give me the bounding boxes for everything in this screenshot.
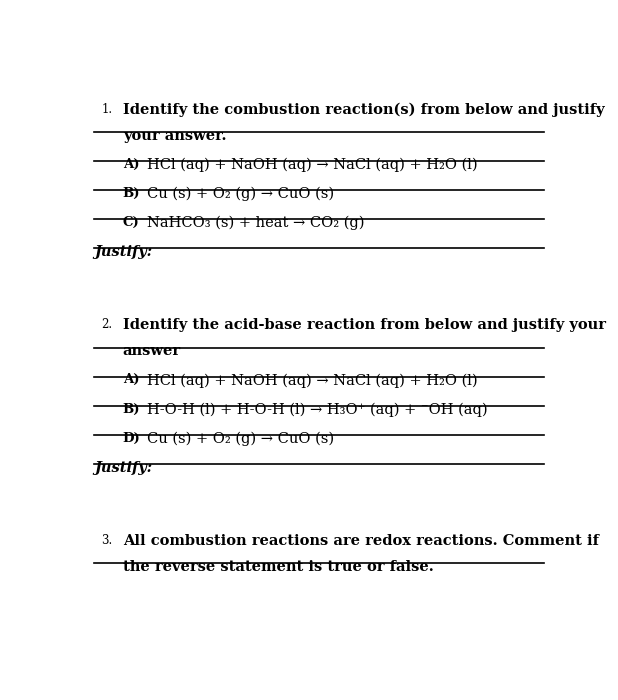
- Text: H-O-H (l) + H-O-H (l) → H₃O⁺ (aq) + ⁻OH (aq): H-O-H (l) + H-O-H (l) → H₃O⁺ (aq) + ⁻OH …: [146, 402, 488, 417]
- Text: NaHCO₃ (s) + heat → CO₂ (g): NaHCO₃ (s) + heat → CO₂ (g): [146, 216, 364, 230]
- Text: B): B): [123, 187, 140, 200]
- Text: D): D): [123, 432, 140, 444]
- Text: A): A): [123, 158, 139, 171]
- Text: the reverse statement is true or false.: the reverse statement is true or false.: [123, 560, 433, 574]
- Text: B): B): [123, 402, 140, 416]
- Text: Cu (s) + O₂ (g) → CuO (s): Cu (s) + O₂ (g) → CuO (s): [146, 187, 334, 202]
- Text: Identify the combustion reaction(s) from below and justify: Identify the combustion reaction(s) from…: [123, 103, 604, 118]
- Text: Justify:: Justify:: [94, 461, 152, 475]
- Text: All combustion reactions are redox reactions. Comment if: All combustion reactions are redox react…: [123, 534, 599, 548]
- Text: 3.: 3.: [101, 534, 112, 547]
- Text: A): A): [123, 373, 139, 386]
- Text: answer: answer: [123, 344, 181, 358]
- Text: Identify the acid-base reaction from below and justify your: Identify the acid-base reaction from bel…: [123, 318, 606, 332]
- Text: HCl (aq) + NaOH (aq) → NaCl (aq) + H₂O (l): HCl (aq) + NaOH (aq) → NaCl (aq) + H₂O (…: [146, 158, 477, 172]
- Text: your answer.: your answer.: [123, 129, 226, 143]
- Text: 2.: 2.: [101, 318, 112, 332]
- Text: 1.: 1.: [101, 103, 112, 116]
- Text: HCl (aq) + NaOH (aq) → NaCl (aq) + H₂O (l): HCl (aq) + NaOH (aq) → NaCl (aq) + H₂O (…: [146, 373, 477, 388]
- Text: C): C): [123, 216, 140, 229]
- Text: Cu (s) + O₂ (g) → CuO (s): Cu (s) + O₂ (g) → CuO (s): [146, 432, 334, 446]
- Text: Justify:: Justify:: [94, 245, 152, 259]
